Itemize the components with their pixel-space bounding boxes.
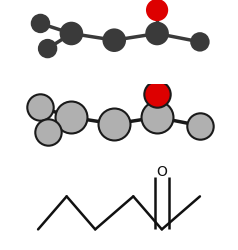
Point (112, 122, 116, 126)
Text: O: O (156, 166, 167, 179)
Point (155, 115, 159, 119)
Point (69, 32, 73, 36)
Point (198, 40, 202, 44)
Point (39, 105, 42, 109)
Point (46, 130, 50, 134)
Point (39, 22, 42, 26)
Point (155, 32, 159, 36)
Point (155, 8, 159, 12)
Point (198, 124, 202, 128)
Point (46, 46, 50, 50)
Point (112, 38, 116, 42)
Point (155, 92, 159, 96)
Point (69, 115, 73, 119)
